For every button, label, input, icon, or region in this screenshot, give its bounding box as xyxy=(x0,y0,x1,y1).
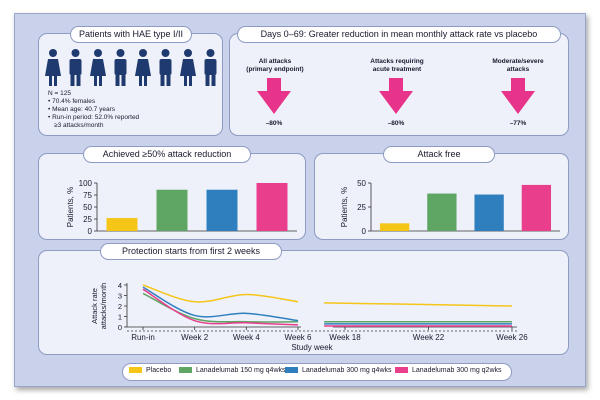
y-axis-label: attacks/month xyxy=(99,283,108,330)
legend-swatch xyxy=(179,367,192,374)
person-icon xyxy=(45,49,61,86)
series-line-early xyxy=(142,292,299,323)
y-axis-label: Patients, % xyxy=(66,187,75,227)
y-tick-label: 25 xyxy=(83,215,92,224)
bar-chart-2: 0 25 50 Patients, % xyxy=(340,179,560,236)
bar-title-1: Achieved ≥50% attack reduction xyxy=(83,146,251,163)
patients-bullet-3: • Run-in period: 52.0% reported xyxy=(48,114,140,121)
patients-n: N = 125 xyxy=(48,90,71,97)
patients-bullet-1: • 70.4% females xyxy=(48,98,96,105)
bar xyxy=(474,194,504,231)
y-tick-label: 0 xyxy=(118,323,122,332)
y-tick-label: 4 xyxy=(118,281,122,290)
legend-item-l300q2: Lanadelumab 300 mg q2wks xyxy=(395,367,502,374)
legend-item-placebo: Placebo xyxy=(129,367,171,374)
down-arrow-icon xyxy=(501,78,535,114)
legend-swatch xyxy=(285,367,298,374)
reduction-label-2: Attacks requiring acute treatment xyxy=(370,58,424,73)
infographic-frame: N = 125 • 70.4% females • Mean age: 40.7… xyxy=(14,13,586,387)
x-tick-label: Week 26 xyxy=(496,333,528,342)
x-tick-label: Run-in xyxy=(131,333,155,342)
patients-bullet-2: • Mean age: 40.7 years xyxy=(48,106,115,113)
series-line-early xyxy=(142,284,299,303)
legend-item-l300q4: Lanadelumab 300 mg q4wks xyxy=(285,367,392,374)
bar-chart-1: 0 25 50 75 100 Patients, % xyxy=(66,179,297,236)
bar xyxy=(156,189,188,231)
reduction-value-1: –80% xyxy=(265,120,283,127)
down-arrow-icon xyxy=(257,78,535,114)
person-icon xyxy=(90,49,106,86)
series-line-early xyxy=(142,288,299,326)
reduction-panel: All attacks (primary endpoint) Attacks re… xyxy=(229,33,569,136)
patient-icons xyxy=(45,49,217,86)
y-tick-label: 50 xyxy=(357,179,366,188)
y-tick-label: 2 xyxy=(118,302,122,311)
legend: Placebo Lanadelumab 150 mg q4wks Lanadel… xyxy=(122,363,512,381)
patients-bullet-4: ≥3 attacks/month xyxy=(54,122,104,129)
reduction-value-2: –80% xyxy=(387,120,405,127)
x-tick-label: Week 6 xyxy=(285,333,313,342)
y-tick-label: 0 xyxy=(88,227,93,236)
patients-title: Patients with HAE type I/II xyxy=(70,26,192,43)
patients-panel: N = 125 • 70.4% females • Mean age: 40.7… xyxy=(38,33,223,136)
bar xyxy=(427,193,457,231)
y-tick-label: 100 xyxy=(79,179,93,188)
reduction-value-3: –77% xyxy=(509,120,527,127)
legend-item-l150: Lanadelumab 150 mg q4wks xyxy=(179,367,286,374)
x-tick-label: Week 22 xyxy=(413,333,445,342)
line-panel: 0 1 2 3 4 Attack rate attacks/month Run-in Week … xyxy=(38,250,569,355)
down-arrow-icon xyxy=(257,78,291,114)
y-axis-label: Patients, % xyxy=(340,187,349,227)
x-tick-label: Week 4 xyxy=(233,333,261,342)
bar xyxy=(521,184,552,231)
legend-swatch xyxy=(129,367,142,374)
x-tick-label: Week 2 xyxy=(181,333,209,342)
y-tick-label: 25 xyxy=(357,203,366,212)
reduction-label-1: All attacks (primary endpoint) xyxy=(246,58,304,73)
bar xyxy=(379,223,410,231)
y-tick-label: 75 xyxy=(83,191,92,200)
down-arrow-icon xyxy=(379,78,413,114)
y-tick-label: 3 xyxy=(118,292,122,301)
x-axis-label: Study week xyxy=(291,343,333,352)
y-tick-label: 50 xyxy=(83,203,92,212)
person-icon xyxy=(159,49,172,86)
y-axis-label: Attack rate xyxy=(90,288,99,324)
line-chart: 01 23 4 Attack rate attacks/month Run-in Week … xyxy=(90,281,528,352)
bar-panel-2: 0 25 50 Patients, % xyxy=(314,153,569,240)
person-icon xyxy=(180,49,196,86)
reduction-title: Days 0–69: Greater reduction in mean mon… xyxy=(237,26,561,43)
person-icon xyxy=(69,49,82,86)
bar-panel-1: 0 25 50 75 100 Patients, % xyxy=(38,153,306,240)
y-tick-label: 0 xyxy=(362,227,367,236)
legend-swatch xyxy=(395,367,408,374)
bar xyxy=(256,183,288,231)
x-tick-label: Week 18 xyxy=(329,333,361,342)
series-line-late xyxy=(324,302,513,307)
reduction-label-3: Moderate/severe attacks xyxy=(492,58,544,73)
bar-title-2: Attack free xyxy=(383,146,495,163)
y-tick-label: 1 xyxy=(118,313,122,322)
series-line-early xyxy=(142,286,299,322)
person-icon xyxy=(204,49,217,86)
bar xyxy=(106,218,138,231)
bar xyxy=(206,189,238,231)
line-title: Protection starts from first 2 weeks xyxy=(100,243,282,260)
person-icon xyxy=(135,49,151,86)
person-icon xyxy=(114,49,127,86)
